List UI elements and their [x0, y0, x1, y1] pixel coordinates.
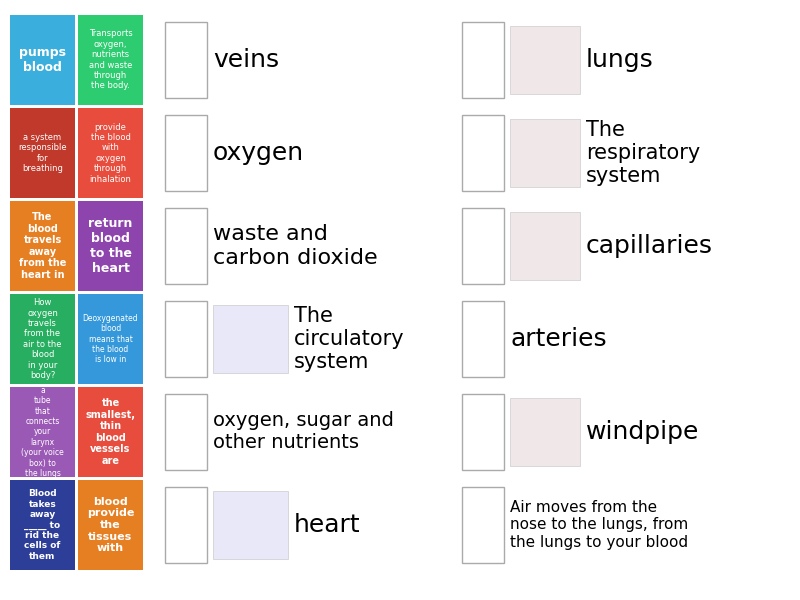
Text: veins: veins [213, 48, 279, 72]
FancyBboxPatch shape [165, 208, 207, 284]
Text: Transports
oxygen,
nutrients
and waste
through
the body.: Transports oxygen, nutrients and waste t… [89, 29, 132, 91]
FancyBboxPatch shape [462, 22, 504, 98]
FancyBboxPatch shape [78, 15, 143, 105]
Text: How
oxygen
travels
from the
air to the
blood
in your
body?: How oxygen travels from the air to the b… [23, 298, 62, 380]
FancyBboxPatch shape [10, 480, 75, 570]
Text: Air moves from the
nose to the lungs, from
the lungs to your blood: Air moves from the nose to the lungs, fr… [510, 500, 688, 550]
Text: pumps
blood: pumps blood [19, 46, 66, 74]
Text: blood
provide
the
tissues
with: blood provide the tissues with [87, 497, 134, 553]
FancyBboxPatch shape [165, 115, 207, 191]
FancyBboxPatch shape [165, 301, 207, 377]
FancyBboxPatch shape [165, 22, 207, 98]
FancyBboxPatch shape [78, 387, 143, 477]
FancyBboxPatch shape [213, 491, 288, 559]
Text: the
smallest,
thin
blood
vessels
are: the smallest, thin blood vessels are [86, 398, 135, 466]
FancyBboxPatch shape [462, 394, 504, 470]
FancyBboxPatch shape [78, 108, 143, 198]
FancyBboxPatch shape [10, 201, 75, 291]
FancyBboxPatch shape [165, 487, 207, 563]
Text: The
blood
travels
away
from the
heart in: The blood travels away from the heart in [19, 212, 66, 280]
Text: provide
the blood
with
oxygen
through
inhalation: provide the blood with oxygen through in… [90, 122, 131, 184]
FancyBboxPatch shape [10, 294, 75, 384]
Text: oxygen: oxygen [213, 141, 304, 165]
Text: The
respiratory
system: The respiratory system [586, 120, 700, 186]
FancyBboxPatch shape [462, 487, 504, 563]
FancyBboxPatch shape [510, 119, 580, 187]
FancyBboxPatch shape [510, 398, 580, 466]
Text: heart: heart [294, 513, 361, 537]
Text: lungs: lungs [586, 48, 654, 72]
Text: oxygen, sugar and
other nutrients: oxygen, sugar and other nutrients [213, 412, 394, 452]
Text: The
circulatory
system: The circulatory system [294, 306, 405, 372]
FancyBboxPatch shape [78, 201, 143, 291]
Text: Blood
takes
away
_____ to
rid the
cells of
them: Blood takes away _____ to rid the cells … [24, 489, 61, 561]
FancyBboxPatch shape [462, 301, 504, 377]
Text: waste and
carbon dioxide: waste and carbon dioxide [213, 224, 378, 268]
FancyBboxPatch shape [10, 15, 75, 105]
FancyBboxPatch shape [78, 294, 143, 384]
FancyBboxPatch shape [78, 480, 143, 570]
Text: return
blood
to the
heart: return blood to the heart [88, 217, 133, 275]
Text: a system
responsible
for
breathing: a system responsible for breathing [18, 133, 67, 173]
FancyBboxPatch shape [462, 115, 504, 191]
FancyBboxPatch shape [462, 208, 504, 284]
FancyBboxPatch shape [10, 387, 75, 477]
FancyBboxPatch shape [510, 26, 580, 94]
Text: windpipe: windpipe [586, 420, 699, 444]
FancyBboxPatch shape [10, 108, 75, 198]
FancyBboxPatch shape [510, 212, 580, 280]
FancyBboxPatch shape [213, 305, 288, 373]
Text: a
tube
that
connects
your
larynx
(your voice
box) to
the lungs: a tube that connects your larynx (your v… [21, 386, 64, 478]
Text: Deoxygenated
blood
means that
the blood
is low in: Deoxygenated blood means that the blood … [82, 314, 138, 364]
Text: arteries: arteries [510, 327, 606, 351]
FancyBboxPatch shape [165, 394, 207, 470]
Text: capillaries: capillaries [586, 234, 713, 258]
